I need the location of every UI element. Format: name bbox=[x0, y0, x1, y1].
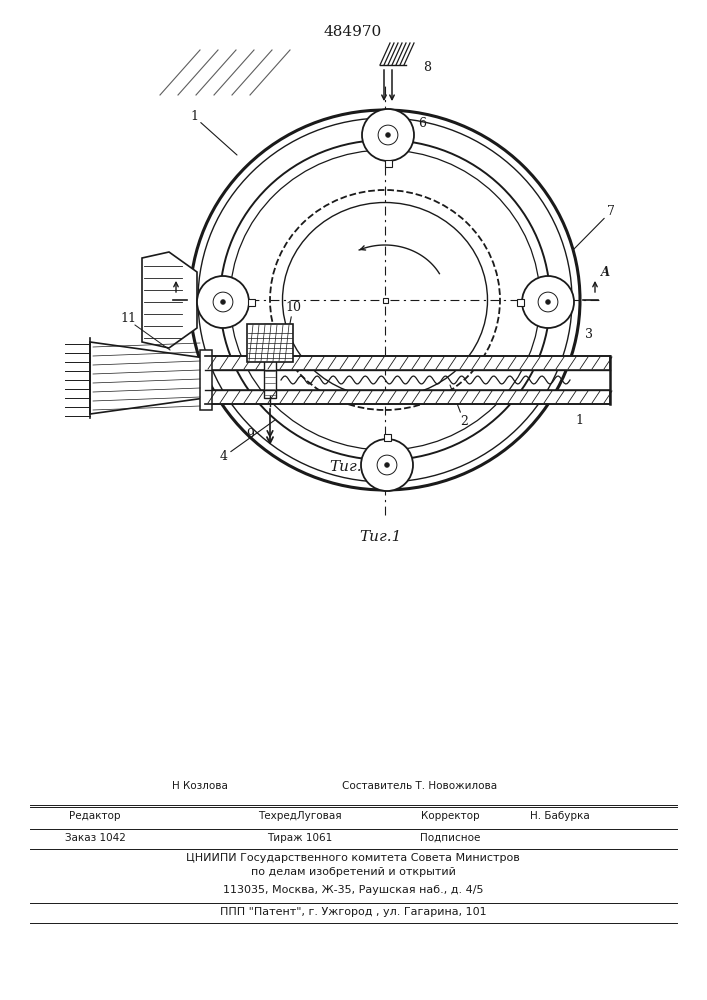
Bar bbox=[517, 298, 523, 306]
Text: Н Козлова: Н Козлова bbox=[172, 781, 228, 791]
Circle shape bbox=[385, 462, 390, 468]
Text: 2: 2 bbox=[450, 385, 468, 428]
Text: Составитель Т. Новожилова: Составитель Т. Новожилова bbox=[342, 781, 498, 791]
Text: Τиг.1: Τиг.1 bbox=[359, 530, 401, 544]
Bar bbox=[383, 434, 390, 440]
Bar bbox=[200, 350, 212, 410]
Text: Редактор: Редактор bbox=[69, 811, 121, 821]
Text: 7: 7 bbox=[573, 205, 615, 250]
Text: ТехредЛуговая: ТехредЛуговая bbox=[258, 811, 341, 821]
Circle shape bbox=[361, 439, 413, 491]
Polygon shape bbox=[90, 342, 205, 414]
Text: 113035, Москва, Ж-35, Раушская наб., д. 4/5: 113035, Москва, Ж-35, Раушская наб., д. … bbox=[223, 885, 484, 895]
Text: 4: 4 bbox=[220, 420, 275, 463]
Circle shape bbox=[522, 276, 574, 328]
Text: A: A bbox=[161, 266, 170, 279]
Text: Корректор: Корректор bbox=[421, 811, 479, 821]
Text: 1: 1 bbox=[190, 110, 237, 155]
Text: 10: 10 bbox=[285, 301, 301, 334]
Text: 8: 8 bbox=[423, 61, 431, 74]
Text: по делам изобретений и открытий: по делам изобретений и открытий bbox=[250, 867, 455, 877]
Text: Тираж 1061: Тираж 1061 bbox=[267, 833, 332, 843]
Bar bbox=[382, 298, 387, 302]
Text: Τиг.2: Τиг.2 bbox=[329, 460, 371, 474]
Circle shape bbox=[362, 109, 414, 161]
Polygon shape bbox=[142, 252, 197, 348]
Text: A: A bbox=[600, 266, 609, 279]
Bar bbox=[205, 356, 610, 370]
Bar bbox=[385, 159, 392, 166]
Text: Подписное: Подписное bbox=[420, 833, 480, 843]
Circle shape bbox=[197, 276, 249, 328]
Bar bbox=[264, 324, 276, 398]
Text: 6: 6 bbox=[418, 117, 426, 130]
Text: 11: 11 bbox=[120, 312, 136, 325]
Text: 1: 1 bbox=[575, 414, 583, 427]
Circle shape bbox=[546, 300, 551, 304]
Text: 5: 5 bbox=[285, 358, 293, 371]
Circle shape bbox=[221, 300, 226, 304]
Bar bbox=[205, 390, 610, 404]
Text: 9: 9 bbox=[246, 428, 254, 441]
Text: ЦНИИПИ Государственного комитета Совета Министров: ЦНИИПИ Государственного комитета Совета … bbox=[186, 853, 520, 863]
Text: ППП "Патент", г. Ужгород , ул. Гагарина, 101: ППП "Патент", г. Ужгород , ул. Гагарина,… bbox=[220, 907, 486, 917]
Text: 484970: 484970 bbox=[324, 25, 382, 39]
Bar bbox=[247, 298, 255, 306]
Bar bbox=[247, 324, 293, 362]
Circle shape bbox=[385, 132, 390, 137]
Text: 3: 3 bbox=[585, 328, 593, 341]
Text: Н. Бабурка: Н. Бабурка bbox=[530, 811, 590, 821]
Text: Заказ 1042: Заказ 1042 bbox=[64, 833, 125, 843]
